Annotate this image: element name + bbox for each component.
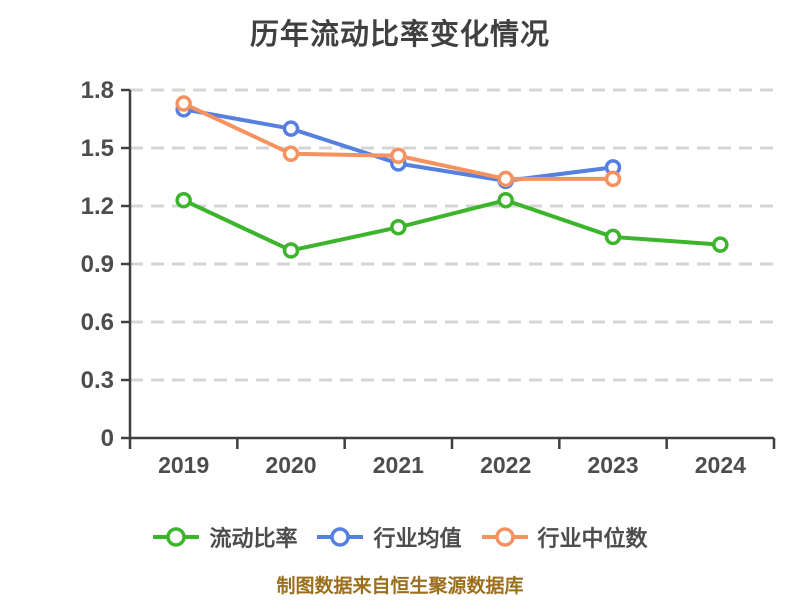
legend-label: 行业中位数 <box>537 526 648 551</box>
y-tick-label: 1.5 <box>81 135 114 162</box>
y-tick-label: 0.6 <box>81 309 114 336</box>
chart-title: 历年流动比率变化情况 <box>249 19 550 51</box>
y-tick-label: 0 <box>101 425 114 452</box>
x-tick-label: 2021 <box>373 452 424 478</box>
legend: 流动比率 行业均值 行业中位数 <box>0 521 800 553</box>
series-point-industry-mean <box>282 120 300 137</box>
legend-item-industry-mean[interactable]: 行业均值 <box>316 521 462 553</box>
series-point-industry-median <box>282 145 300 163</box>
series-point-industry-median <box>175 95 192 112</box>
y-tick-label: 1.8 <box>81 77 114 104</box>
legend-label: 流动比率 <box>209 526 298 551</box>
y-tick-label: 0.3 <box>81 367 114 394</box>
series-point-industry-median <box>604 170 622 188</box>
legend-label: 行业均值 <box>373 526 462 551</box>
legend-marker-icon <box>153 527 200 547</box>
series-point-current-ratio <box>604 228 622 246</box>
source-caption: 制图数据来自恒生聚源数据库 <box>276 576 524 597</box>
series-point-industry-median <box>497 170 514 188</box>
legend-marker-icon <box>481 527 528 547</box>
legend-item-industry-median[interactable]: 行业中位数 <box>481 521 648 553</box>
legend-item-current-ratio[interactable]: 流动比率 <box>152 521 297 553</box>
y-tick-label: 0.9 <box>81 251 114 278</box>
series-point-current-ratio <box>175 191 192 209</box>
series-point-industry-median <box>390 147 407 164</box>
x-tick-label: 2023 <box>587 452 638 478</box>
series-point-current-ratio <box>497 191 514 209</box>
x-tick-label: 2019 <box>158 452 209 478</box>
legend-marker-icon <box>317 527 364 547</box>
series-point-current-ratio <box>390 219 407 236</box>
x-tick-label: 2022 <box>480 452 531 478</box>
x-tick-label: 2020 <box>265 452 316 478</box>
series-point-current-ratio <box>282 242 300 259</box>
series-point-current-ratio <box>712 236 729 253</box>
x-tick-label: 2024 <box>695 452 746 478</box>
y-tick-label: 1.2 <box>81 193 114 220</box>
series-line-current-ratio <box>181 198 723 253</box>
